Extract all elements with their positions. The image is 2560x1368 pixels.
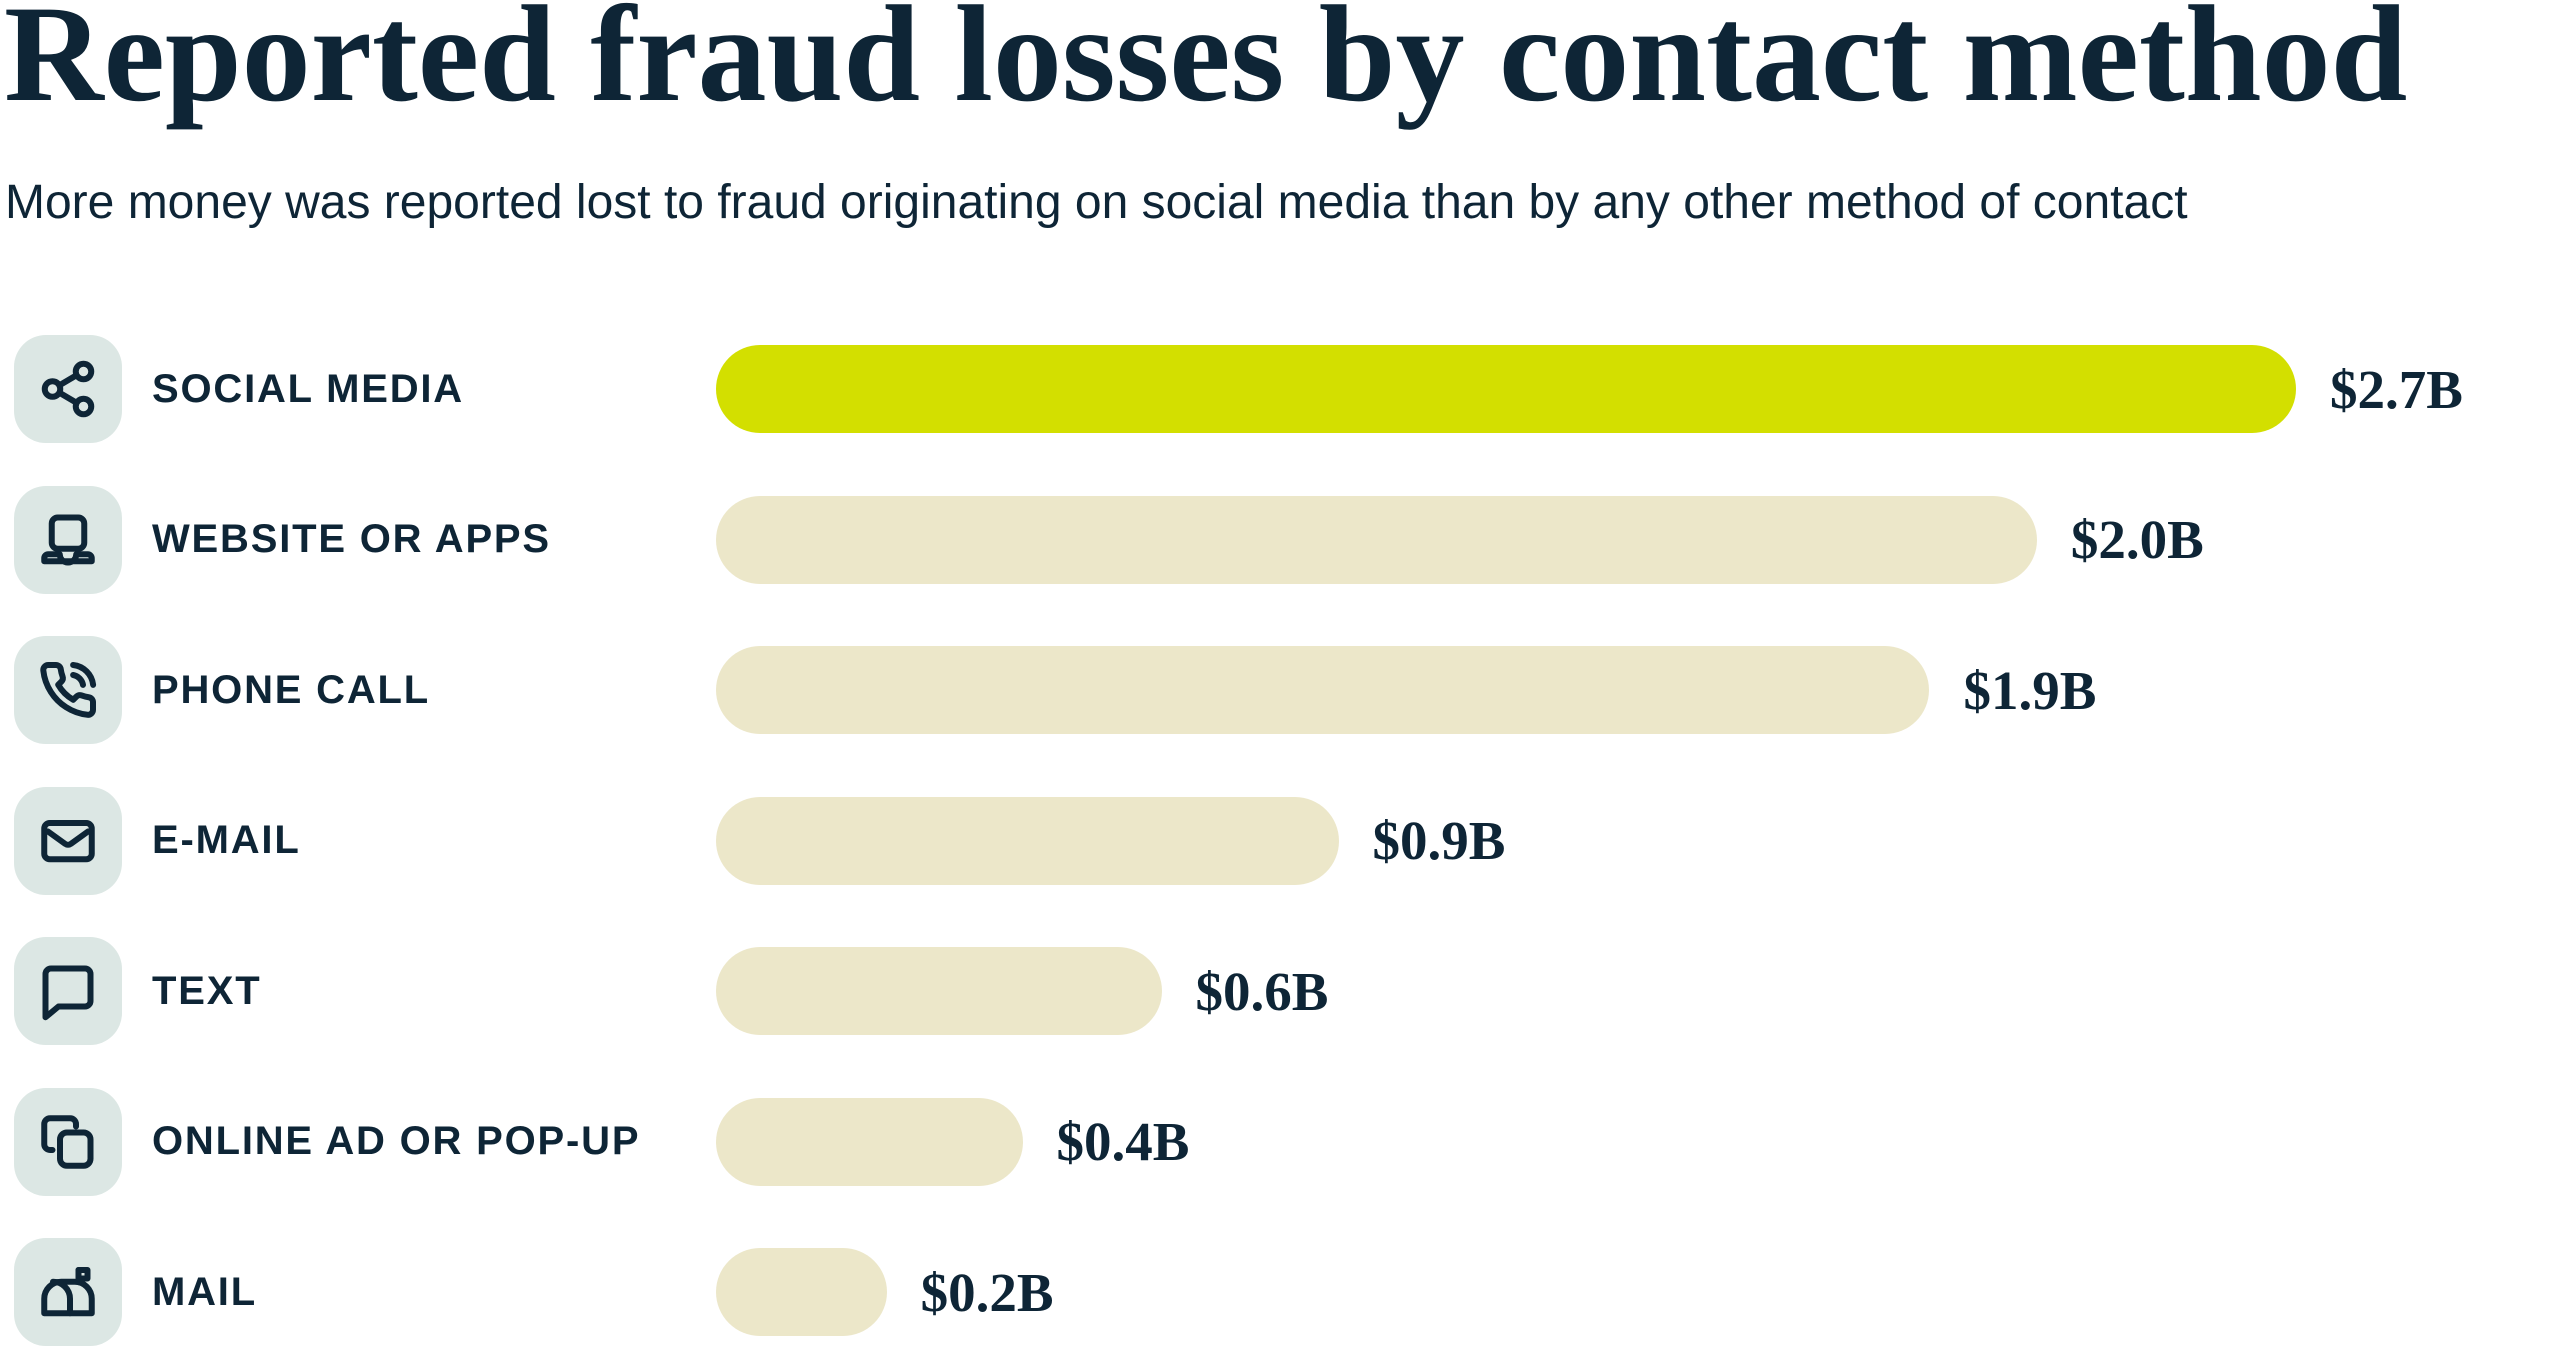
icon-tile bbox=[14, 1087, 122, 1196]
label-e-mail: E-MAIL bbox=[152, 818, 301, 863]
row-online-ad-or-pop-up: ONLINE AD OR POP-UP $0.4B bbox=[14, 1067, 2560, 1218]
icon-tile bbox=[14, 485, 122, 594]
label-mail: MAIL bbox=[152, 1269, 257, 1314]
label-social-media: SOCIAL MEDIA bbox=[152, 366, 464, 411]
page-subtitle: More money was reported lost to fraud or… bbox=[5, 176, 2188, 229]
icon-tile bbox=[14, 786, 122, 895]
share-nodes-icon bbox=[41, 361, 95, 418]
value-text: $0.6B bbox=[1195, 960, 1329, 1022]
bar-online-ad-or-pop-up bbox=[716, 1097, 1023, 1186]
value-e-mail: $0.9B bbox=[1372, 810, 1506, 872]
laptop-icon bbox=[41, 514, 95, 566]
icon-tile bbox=[14, 335, 122, 444]
mailbox-icon bbox=[41, 1267, 95, 1317]
speech-bubble-icon bbox=[42, 965, 94, 1021]
icon-tile bbox=[14, 1238, 122, 1347]
phone-call-icon bbox=[40, 662, 97, 719]
label-phone-call: PHONE CALL bbox=[152, 667, 430, 712]
value-online-ad-or-pop-up: $0.4B bbox=[1056, 1111, 1190, 1173]
page-title: Reported fraud losses by contact method bbox=[4, 0, 2408, 130]
row-e-mail: E-MAIL $0.9B bbox=[14, 766, 2560, 917]
label-text: TEXT bbox=[152, 968, 262, 1013]
value-phone-call: $1.9B bbox=[1963, 659, 2097, 721]
bar-phone-call bbox=[716, 646, 1930, 735]
bar-text bbox=[716, 947, 1162, 1036]
row-text: TEXT $0.6B bbox=[14, 916, 2560, 1067]
row-phone-call: PHONE CALL $1.9B bbox=[14, 615, 2560, 766]
icon-tile bbox=[14, 937, 122, 1046]
value-website-or-apps: $2.0B bbox=[2070, 509, 2204, 571]
value-social-media: $2.7B bbox=[2330, 358, 2463, 420]
envelope-icon bbox=[41, 819, 95, 863]
row-mail: MAIL $0.2B bbox=[14, 1217, 2560, 1368]
value-mail: $0.2B bbox=[920, 1261, 1054, 1323]
icon-tile bbox=[14, 636, 122, 745]
bar-website-or-apps bbox=[716, 495, 2037, 584]
chart-rows: SOCIAL MEDIA $2.7B WEBSITE OR APPS $2.0B… bbox=[14, 314, 2560, 1368]
row-social-media: SOCIAL MEDIA $2.7B bbox=[14, 314, 2560, 465]
bar-e-mail bbox=[716, 796, 1339, 885]
row-website-or-apps: WEBSITE OR APPS $2.0B bbox=[14, 465, 2560, 616]
label-online-ad-or-pop-up: ONLINE AD OR POP-UP bbox=[152, 1119, 641, 1164]
label-website-or-apps: WEBSITE OR APPS bbox=[152, 517, 551, 562]
bar-mail bbox=[716, 1248, 887, 1337]
copy-icon bbox=[41, 1115, 94, 1169]
bar-social-media bbox=[716, 345, 2296, 434]
